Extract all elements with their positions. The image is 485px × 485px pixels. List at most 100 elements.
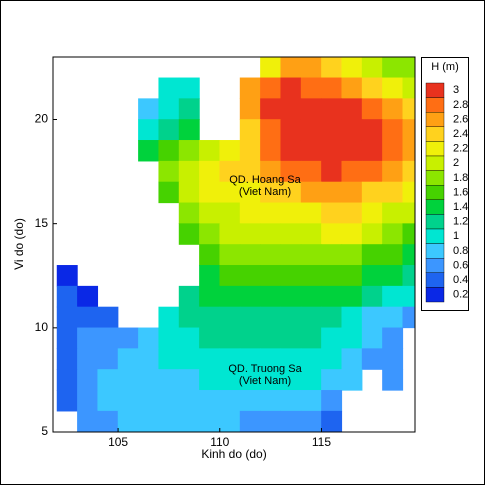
cell: [280, 410, 302, 432]
cell: [199, 181, 221, 204]
cell: [239, 140, 261, 162]
cell: [77, 327, 99, 349]
cell: [300, 181, 322, 204]
x-tick-label: 115: [312, 435, 331, 449]
cell: [402, 119, 415, 141]
cell: [97, 306, 119, 329]
cell: [219, 285, 241, 308]
cell: [361, 140, 383, 162]
annotation: (Viet Nam): [239, 186, 291, 198]
cell: [56, 285, 78, 308]
cell: [300, 160, 322, 183]
colorbar-swatch: [425, 111, 445, 127]
cell: [260, 181, 282, 204]
cell: [56, 265, 78, 287]
cell: [138, 348, 160, 370]
cell: [117, 369, 139, 391]
cell: [239, 119, 261, 141]
cell: [341, 244, 363, 266]
cell: [239, 223, 261, 245]
cell: [178, 327, 200, 349]
cell: [341, 77, 363, 99]
cell: [178, 223, 200, 245]
cell: [138, 98, 160, 120]
cell: [341, 140, 363, 162]
cell: [361, 306, 383, 329]
cell: [300, 98, 322, 120]
y-tick-label: 20: [35, 112, 49, 126]
cell: [199, 348, 221, 370]
cell: [361, 119, 383, 141]
cell: [219, 244, 241, 266]
cell: [239, 265, 261, 287]
colorbar-title: H (m): [431, 61, 459, 73]
colorbar-label: 0.4: [453, 274, 468, 286]
cell: [280, 223, 302, 245]
cell: [97, 390, 119, 412]
cell: [138, 369, 160, 391]
cell: [239, 77, 261, 99]
cell: [178, 348, 200, 370]
colorbar-label: 2.2: [453, 143, 468, 155]
cell: [158, 77, 180, 99]
cell: [280, 160, 302, 183]
cell: [382, 202, 404, 224]
cell: [402, 57, 415, 79]
cell: [77, 369, 99, 391]
cell: [199, 160, 221, 183]
cell: [402, 77, 415, 99]
cell: [300, 77, 322, 99]
annotation: (Viet Nam): [239, 375, 291, 387]
cell: [341, 223, 363, 245]
cell: [280, 57, 302, 79]
cell: [361, 348, 383, 370]
cell: [300, 119, 322, 141]
cell: [382, 223, 404, 245]
cell: [361, 77, 383, 99]
cell: [321, 119, 343, 141]
cell: [341, 119, 363, 141]
cell: [300, 285, 322, 308]
y-tick-label: 5: [41, 424, 48, 438]
cell: [321, 369, 343, 391]
cell: [260, 223, 282, 245]
cell: [280, 327, 302, 349]
cell: [341, 181, 363, 204]
field: [56, 57, 415, 432]
cell: [239, 181, 261, 204]
colorbar-label: 0.2: [453, 289, 468, 301]
cell: [219, 327, 241, 349]
cell: [402, 265, 415, 287]
cell: [199, 244, 221, 266]
cell: [158, 140, 180, 162]
cell: [219, 181, 241, 204]
cell: [382, 181, 404, 204]
cell: [341, 57, 363, 79]
cell: [260, 77, 282, 99]
plot-border: [52, 56, 416, 433]
cell: [97, 369, 119, 391]
cell: [300, 369, 322, 391]
cell: [158, 327, 180, 349]
colorbar-swatch: [425, 243, 445, 259]
cell: [402, 160, 415, 183]
cell: [382, 265, 404, 287]
cell: [239, 202, 261, 224]
cell: [321, 57, 343, 79]
cell: [219, 369, 241, 391]
cell: [361, 160, 383, 183]
cell: [382, 327, 404, 349]
cell: [260, 265, 282, 287]
cell: [77, 410, 99, 432]
cell: [280, 285, 302, 308]
cell: [199, 140, 221, 162]
cell: [341, 265, 363, 287]
cell: [158, 98, 180, 120]
cell: [361, 327, 383, 349]
cell: [402, 306, 415, 329]
cell: [239, 410, 261, 432]
cell: [178, 369, 200, 391]
cell: [361, 202, 383, 224]
colorbar-swatch: [425, 214, 445, 230]
colorbar-swatch: [425, 199, 445, 215]
